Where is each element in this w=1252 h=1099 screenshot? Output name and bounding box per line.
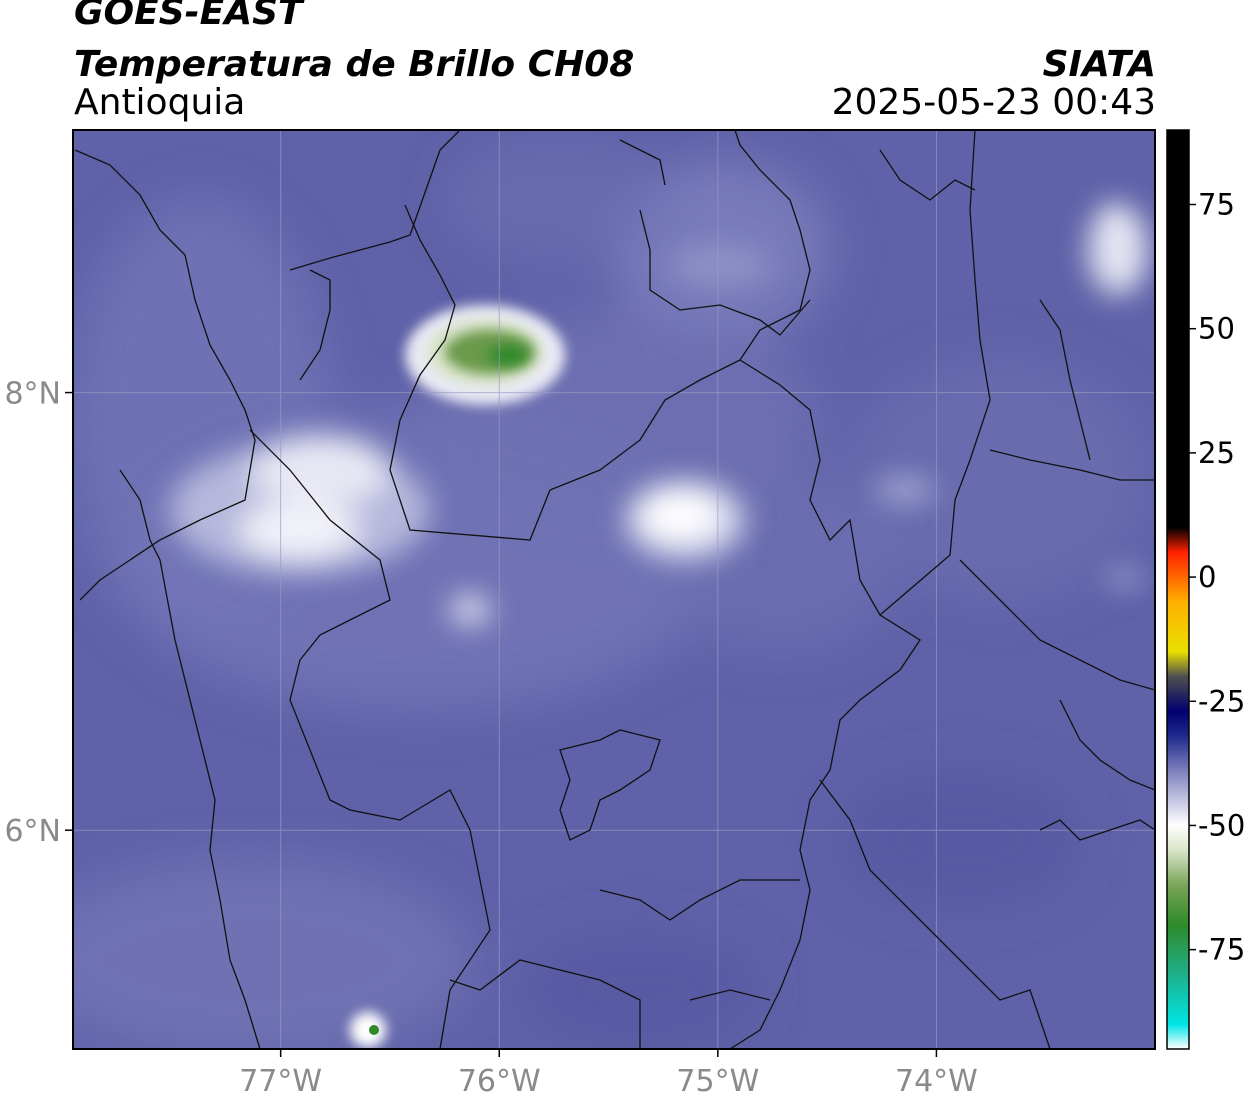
colorbar-tick-label: 75 [1198, 188, 1235, 222]
lon-tick-label: 75°W [676, 1064, 759, 1099]
region-label: Antioquia [74, 82, 246, 123]
satellite-title: GOES-EAST [74, 0, 303, 33]
cold-cloud-west [170, 435, 490, 625]
colorbar-tick-label: -75 [1198, 933, 1245, 967]
cold-cloud-urabá [405, 305, 565, 405]
lat-tick-label: 6°N [4, 814, 61, 849]
colorbar-tick-label: -50 [1198, 808, 1245, 842]
colorbar-tick-label: 25 [1198, 436, 1235, 470]
gridlines [73, 130, 1155, 1049]
cold-cloud-northeast [670, 205, 1148, 295]
cold-cloud-south [350, 1012, 386, 1048]
datetime-label: 2025-05-23 00:43 [831, 82, 1156, 123]
latitude-ticks: 8°N 6°N [4, 377, 73, 849]
boundaries [74, 130, 1155, 1049]
colorbar [1166, 129, 1190, 1050]
colorbar-tick-label: 50 [1198, 312, 1235, 346]
lat-tick-label: 8°N [4, 377, 61, 412]
colorbar-tick-label: -25 [1198, 684, 1245, 718]
cold-cloud-central [625, 478, 1145, 586]
map-frame [72, 129, 1156, 1050]
lon-tick-label: 76°W [458, 1064, 541, 1099]
lon-tick-label: 77°W [239, 1064, 322, 1099]
longitude-ticks: 77°W 76°W 75°W 74°W [239, 1049, 978, 1099]
product-title: Temperatura de Brillo CH08 [74, 44, 635, 85]
lon-tick-label: 74°W [895, 1064, 978, 1099]
organization-label: SIATA [1042, 44, 1156, 85]
colorbar-ticks: 75 50 25 0 -25 -50 -75 [1189, 188, 1245, 967]
colorbar-tick-label: 0 [1198, 560, 1216, 594]
map-area [73, 130, 1155, 1049]
